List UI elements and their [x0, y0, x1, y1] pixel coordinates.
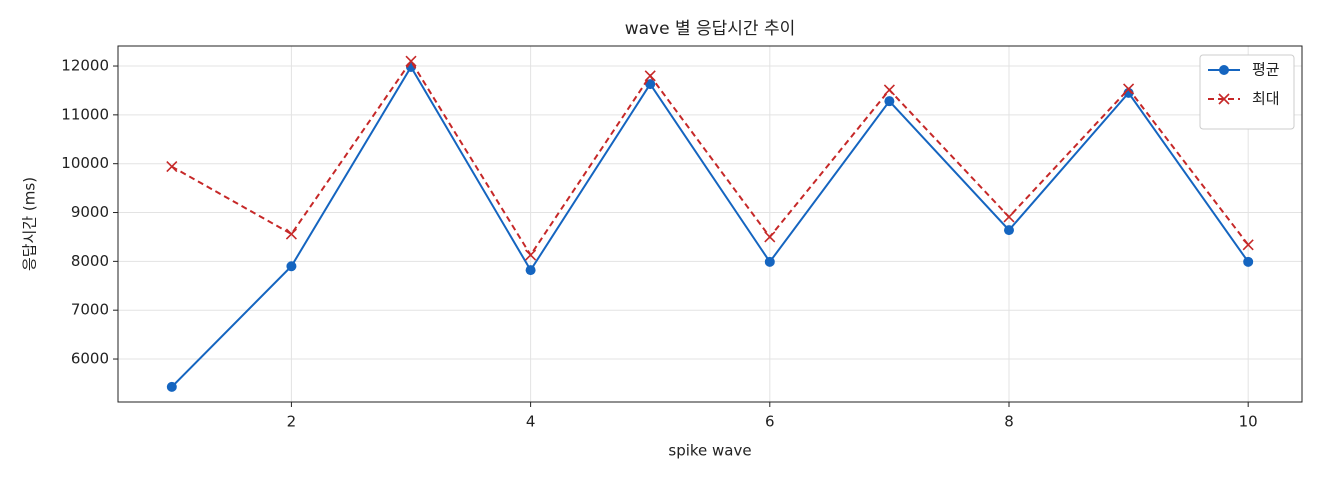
- data-point: [884, 96, 895, 107]
- legend-label: 평균: [1252, 61, 1280, 79]
- y-axis-label: 응답시간 (ms): [21, 177, 39, 271]
- legend-marker: [1219, 65, 1229, 75]
- data-point: [166, 381, 177, 392]
- x-tick-label: 10: [1239, 413, 1258, 431]
- y-tick-label: 11000: [61, 105, 109, 123]
- data-point: [286, 261, 297, 272]
- series-line: [171, 59, 1249, 257]
- x-axis-label: spike wave: [668, 442, 751, 460]
- series-line: [171, 65, 1249, 388]
- data-point: [1003, 211, 1015, 223]
- legend-label: 최대: [1252, 90, 1280, 108]
- plot-frame: [117, 45, 1303, 403]
- data-point: [764, 256, 775, 267]
- data-point: [764, 231, 776, 243]
- chart-title: wave 별 응답시간 추이: [625, 19, 796, 39]
- data-point: [1123, 83, 1135, 95]
- x-tick-label: 8: [1004, 413, 1014, 431]
- data-point: [405, 55, 417, 67]
- x-tick-label: 4: [526, 413, 536, 431]
- y-tick-label: 12000: [61, 57, 109, 75]
- data-point: [166, 161, 178, 173]
- data-point: [525, 265, 536, 276]
- x-tick-label: 6: [765, 413, 775, 431]
- x-tick-label: 2: [287, 413, 297, 431]
- data-point: [1243, 256, 1254, 267]
- legend-box: [1199, 54, 1295, 130]
- data-point: [525, 249, 537, 261]
- y-tick-label: 7000: [71, 301, 109, 319]
- data-point: [645, 79, 656, 90]
- data-point: [285, 228, 297, 240]
- y-tick-label: 10000: [61, 154, 109, 172]
- data-point: [1003, 225, 1014, 236]
- y-tick-label: 6000: [71, 350, 109, 368]
- y-tick-label: 8000: [71, 252, 109, 270]
- data-point: [883, 84, 895, 96]
- legend-marker: [1218, 93, 1230, 105]
- y-tick-label: 9000: [71, 203, 109, 221]
- data-point: [644, 70, 656, 82]
- data-point: [1242, 239, 1254, 251]
